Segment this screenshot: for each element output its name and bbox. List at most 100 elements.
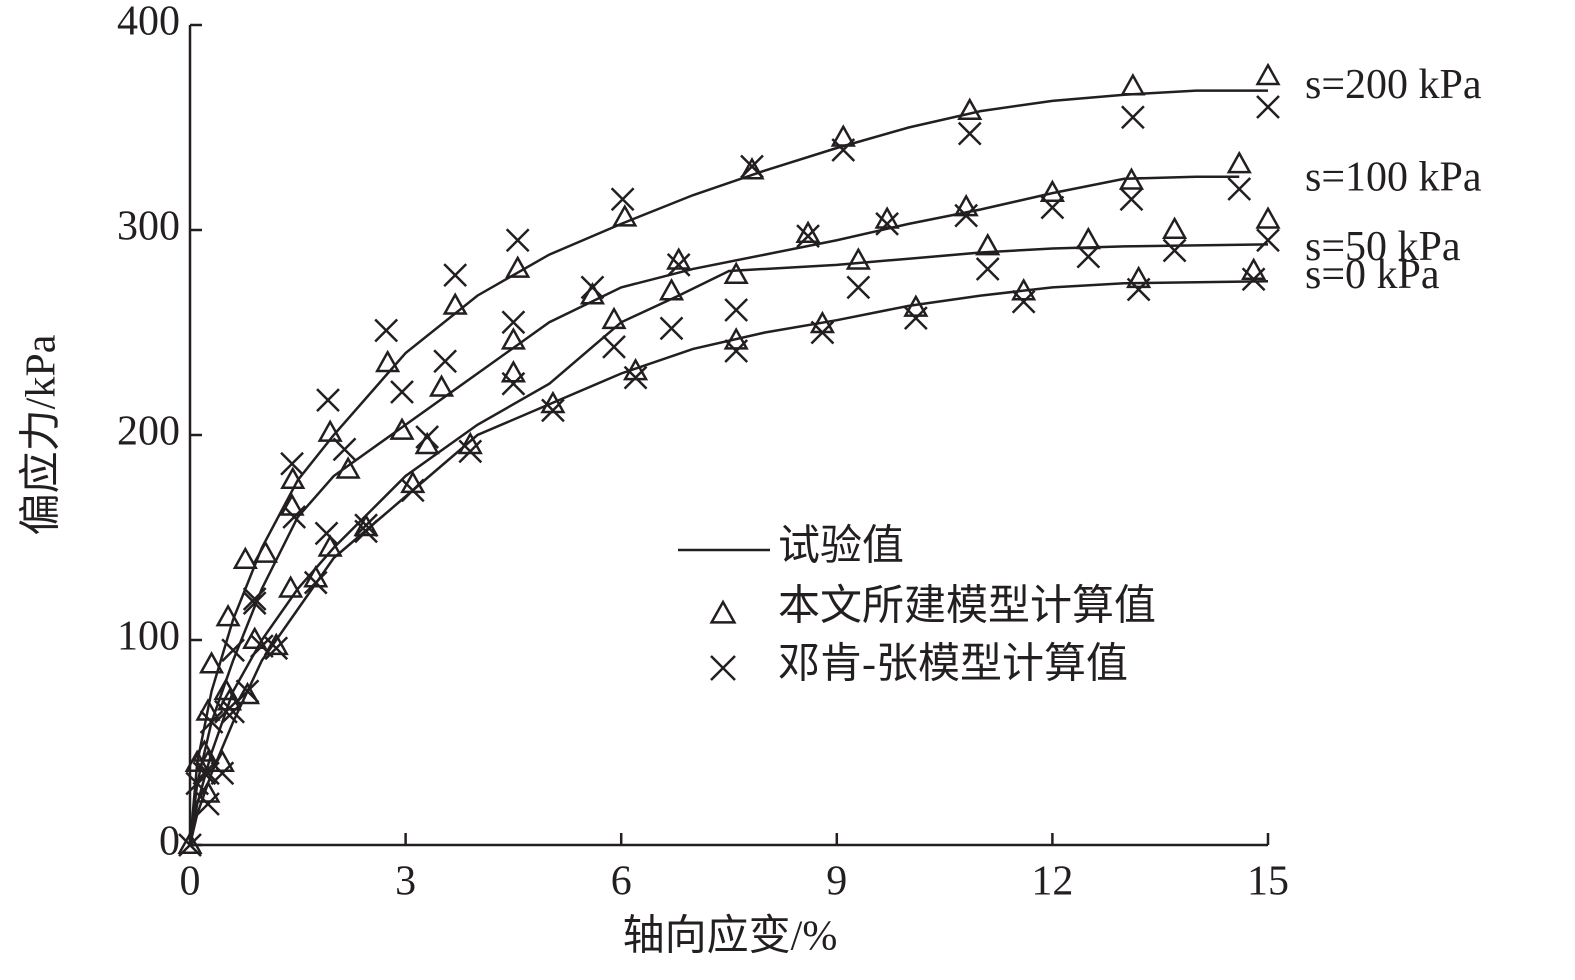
dz-point	[810, 320, 835, 345]
model-point	[723, 327, 749, 350]
model-point	[195, 780, 221, 803]
x-tick-label: 15	[1247, 859, 1289, 905]
y-tick-label: 0	[159, 819, 180, 865]
dz-point	[846, 275, 871, 300]
curve-label: s=100 kPa	[1305, 154, 1482, 200]
model-point	[658, 277, 685, 301]
x-tick-label: 0	[180, 859, 201, 905]
model-point	[845, 247, 871, 270]
dz-point	[1241, 267, 1266, 292]
dz-point	[400, 478, 425, 503]
model-point	[234, 681, 261, 705]
model-point	[1120, 72, 1146, 96]
dz-point	[1126, 277, 1151, 302]
model-point	[1255, 62, 1281, 86]
y-tick-label: 300	[117, 204, 180, 250]
test-curve	[188, 243, 1269, 846]
dz-point	[1040, 195, 1065, 220]
model-point	[1241, 257, 1267, 280]
y-tick-label: 100	[117, 614, 180, 660]
model-point	[375, 349, 401, 373]
model-point	[1118, 167, 1145, 190]
model-point	[739, 156, 765, 180]
model-point	[1255, 206, 1281, 229]
dz-point	[796, 224, 820, 249]
dz-point	[1121, 105, 1145, 130]
dz-point	[501, 371, 526, 396]
dz-point	[282, 505, 307, 529]
model-point	[500, 327, 526, 350]
model-point	[1226, 150, 1252, 174]
model-point	[280, 466, 306, 490]
dz-point	[623, 365, 648, 390]
test-curve	[188, 89, 1268, 846]
x-tick-label: 12	[1031, 859, 1073, 905]
model-point	[195, 749, 221, 772]
model-point	[278, 575, 304, 598]
dz-point	[666, 252, 691, 277]
curve-label: s=0 kPa	[1305, 252, 1440, 298]
dz-point	[975, 257, 1000, 281]
model-point	[601, 306, 627, 330]
test-curve	[188, 175, 1240, 846]
dz-point	[235, 679, 260, 704]
dz-point	[954, 203, 979, 228]
y-tick-label: 400	[117, 0, 180, 45]
dz-point	[1119, 187, 1144, 212]
dz-point	[374, 318, 399, 343]
model-point	[1011, 277, 1037, 301]
dz-point	[314, 521, 339, 546]
dz-point	[602, 334, 626, 359]
dz-point	[196, 792, 220, 816]
dz-point	[501, 310, 526, 335]
dz-point	[724, 339, 749, 363]
dz-point	[610, 187, 635, 212]
dz-point	[1256, 228, 1280, 253]
dz-point	[332, 437, 357, 462]
model-point	[903, 294, 929, 317]
legend-label: 邓肯-张模型计算值	[778, 642, 1128, 688]
dz-point	[354, 513, 378, 538]
dz-point	[831, 138, 856, 162]
dz-point	[354, 519, 378, 544]
dz-point	[903, 306, 928, 331]
dz-point	[505, 228, 530, 253]
model-point	[232, 546, 258, 569]
dz-point	[458, 439, 483, 464]
model-point	[1126, 265, 1152, 289]
model-point	[252, 540, 279, 563]
curve-label: s=50 kPa	[1305, 224, 1461, 270]
model-point	[215, 603, 241, 627]
dz-point	[957, 121, 982, 146]
x-axis-label: 轴向应变/%	[623, 913, 838, 960]
model-point	[723, 261, 749, 285]
dz-point	[1227, 177, 1252, 201]
model-point	[198, 651, 225, 674]
dz-point	[541, 398, 565, 423]
model-point	[1075, 226, 1101, 250]
dz-point	[1011, 289, 1036, 314]
dz-point	[580, 275, 605, 300]
dz-point	[242, 591, 267, 615]
x-tick-label: 3	[395, 859, 416, 905]
model-point	[242, 626, 268, 649]
dz-point	[724, 298, 749, 322]
model-point	[317, 534, 343, 557]
legend-label: 本文所建模型计算值	[778, 583, 1156, 630]
model-point	[957, 97, 983, 121]
y-tick-label: 200	[117, 409, 180, 455]
dz-point	[1076, 244, 1101, 269]
dz-point	[192, 761, 217, 786]
dz-point	[303, 570, 328, 595]
model-point	[612, 204, 638, 227]
model-point	[177, 831, 203, 854]
dz-point	[433, 349, 458, 374]
dz-point	[210, 761, 235, 786]
model-point	[335, 456, 361, 479]
model-point	[505, 255, 531, 278]
dz-point	[390, 380, 414, 404]
model-point	[500, 359, 526, 383]
legend-cross	[710, 655, 736, 681]
model-point	[795, 220, 821, 244]
model-point	[428, 374, 455, 397]
